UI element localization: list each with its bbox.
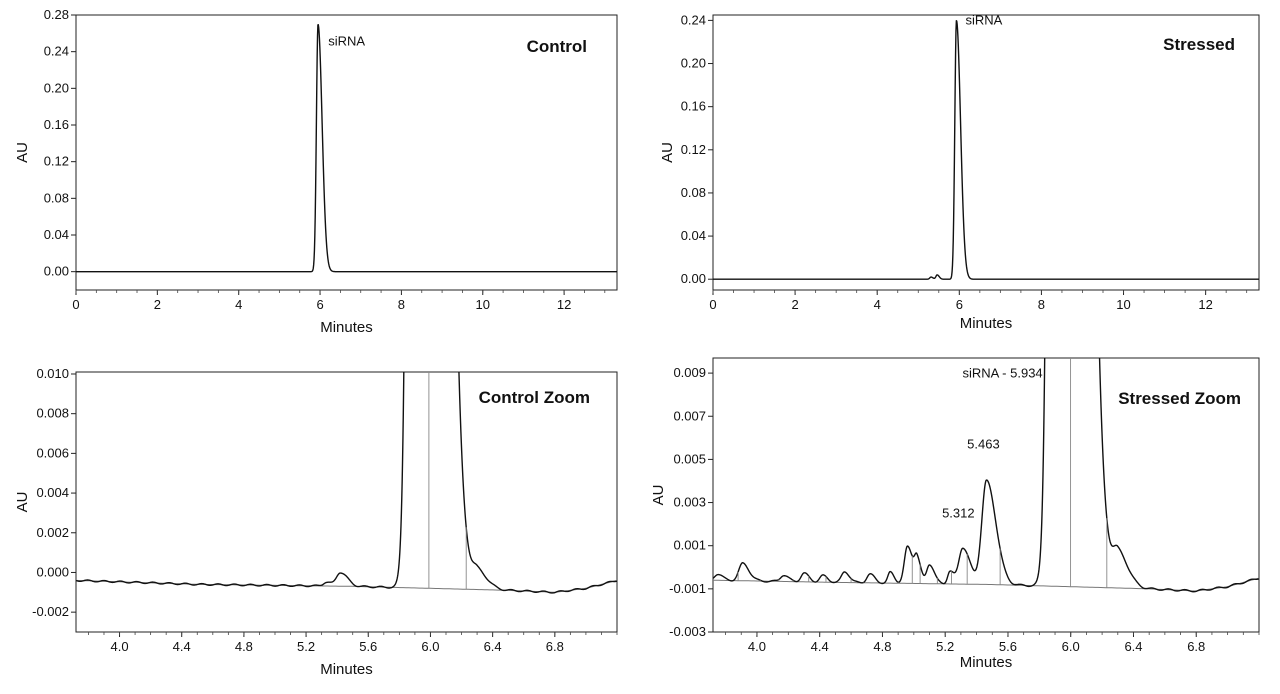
x-axis-title: Minutes: [320, 661, 373, 678]
y-tick-label: 0.08: [44, 190, 69, 205]
y-tick-label: 0.24: [681, 12, 706, 27]
y-tick-label: 0.16: [681, 99, 706, 114]
panel-title: Stressed Zoom: [1118, 389, 1241, 408]
chart-panel-1: 0.00 0.04 0.08 0.12 0.16 0.20 0.24 0.28 0 2 4 6 8 10 1…: [14, 7, 618, 336]
y-tick-label: 0.20: [44, 80, 69, 95]
x-tick-label: 6.4: [1124, 639, 1142, 654]
x-tick-label: 4.4: [811, 639, 829, 654]
chart-panel-4: -0.003 -0.001 0.001 0.003 0.005 0.007 0.009 4.0…: [650, 357, 1260, 671]
y-tick-label: -0.003: [669, 624, 706, 639]
x-tick-label: 12: [1198, 297, 1212, 312]
y-tick-label: 0.04: [44, 227, 69, 242]
x-tick-label: 5.6: [359, 639, 377, 654]
plot-frame: [712, 357, 1260, 633]
y-tick-label: 0.16: [44, 117, 69, 132]
x-axis-title: Minutes: [320, 319, 373, 336]
y-tick-label: 0.00: [44, 264, 69, 279]
chromatogram-trace: [76, 23, 617, 273]
y-tick-label: 0.12: [681, 142, 706, 157]
plot-frame: [712, 14, 1260, 291]
x-tick-label: 4.8: [235, 639, 253, 654]
x-axis-title: Minutes: [960, 654, 1013, 671]
y-tick-label: 0.005: [673, 451, 706, 466]
panel-title: Control: [527, 37, 587, 56]
y-tick-label: 0.24: [44, 44, 69, 59]
chromatogram-trace: [713, 358, 1259, 593]
x-tick-label: 6.8: [1187, 639, 1205, 654]
y-tick-label: 0.010: [36, 366, 69, 381]
x-axis-title: Minutes: [960, 315, 1013, 332]
x-tick-label: 8: [398, 297, 405, 312]
x-tick-label: 6.4: [484, 639, 502, 654]
chromatogram-trace: [713, 20, 1259, 280]
integration-baseline: [76, 579, 617, 593]
x-tick-label: 4.8: [873, 639, 891, 654]
chart-panel-2: 0.00 0.04 0.08 0.12 0.16 0.20 0.24 0 2 4 6 8 10 12 Min…: [659, 12, 1260, 332]
chart-panel-3: -0.002 0.000 0.002 0.004 0.006 0.008 0.010 4.0 4…: [14, 366, 618, 678]
x-tick-label: 5.6: [999, 639, 1017, 654]
y-axis-title: AU: [650, 485, 667, 506]
x-tick-label: 4: [874, 297, 881, 312]
panel-title: Stressed: [1163, 35, 1235, 54]
y-tick-label: 0.08: [681, 185, 706, 200]
x-tick-label: 5.2: [297, 639, 315, 654]
y-tick-label: 0.006: [36, 445, 69, 460]
y-tick-label: -0.001: [669, 581, 706, 596]
y-tick-label: 0.12: [44, 154, 69, 169]
peak-label: siRNA: [965, 13, 1002, 28]
y-tick-label: 0.004: [36, 485, 69, 500]
x-tick-label: 4.0: [748, 639, 766, 654]
y-axis-title: AU: [659, 142, 676, 163]
x-tick-label: 4.0: [110, 639, 128, 654]
x-tick-label: 6.0: [421, 639, 439, 654]
x-tick-label: 8: [1038, 297, 1045, 312]
y-tick-label: 0.008: [36, 406, 69, 421]
y-tick-label: 0.002: [36, 525, 69, 540]
x-tick-label: 6: [956, 297, 963, 312]
x-tick-label: 10: [1116, 297, 1130, 312]
y-axis-title: AU: [14, 142, 31, 163]
y-tick-label: 0.00: [681, 271, 706, 286]
x-tick-label: 0: [709, 297, 716, 312]
peak-label: siRNA - 5.934: [962, 365, 1042, 380]
plot-frame: [75, 371, 618, 633]
x-tick-label: 4: [235, 297, 242, 312]
x-tick-label: 5.2: [936, 639, 954, 654]
x-tick-label: 2: [791, 297, 798, 312]
x-tick-label: 6: [316, 297, 323, 312]
plot-frame: [75, 14, 618, 291]
y-tick-label: 0.003: [673, 495, 706, 510]
y-tick-label: 0.000: [36, 564, 69, 579]
x-tick-label: 2: [154, 297, 161, 312]
y-tick-label: -0.002: [32, 604, 69, 619]
y-tick-label: 0.20: [681, 56, 706, 71]
x-tick-label: 6.0: [1062, 639, 1080, 654]
chromatogram-trace: [76, 372, 617, 594]
integration-baseline: [713, 577, 1259, 592]
peak-label: siRNA: [328, 33, 365, 48]
x-tick-label: 0: [72, 297, 79, 312]
y-tick-label: 0.04: [681, 228, 706, 243]
y-tick-label: 0.009: [673, 365, 706, 380]
y-tick-label: 0.007: [673, 408, 706, 423]
x-tick-label: 12: [557, 297, 571, 312]
x-tick-label: 4.4: [173, 639, 191, 654]
panel-title: Control Zoom: [479, 388, 590, 407]
peak-label: 5.463: [967, 437, 1000, 452]
y-tick-label: 0.001: [673, 538, 706, 553]
x-tick-label: 6.8: [546, 639, 564, 654]
y-tick-label: 0.28: [44, 7, 69, 22]
peak-label: 5.312: [942, 506, 975, 521]
x-tick-label: 10: [476, 297, 490, 312]
y-axis-title: AU: [14, 492, 31, 513]
